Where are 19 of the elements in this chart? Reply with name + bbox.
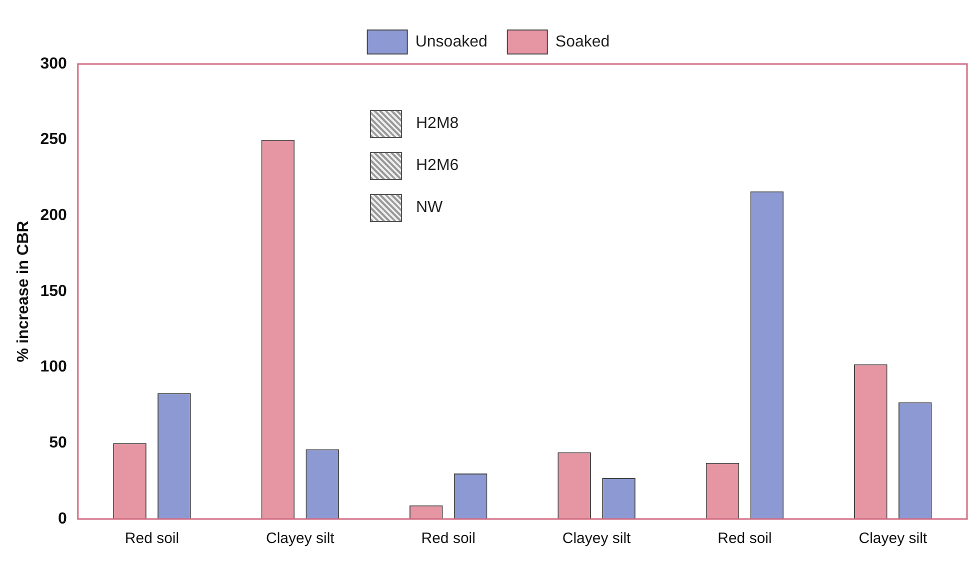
annotation: H2M8: [416, 115, 459, 133]
y-tick-label: 250: [40, 131, 67, 148]
x-tick-label: Red soil: [421, 530, 476, 548]
y-tick-label: 150: [40, 282, 67, 300]
x-tick-label: Clayey silt: [266, 530, 336, 548]
y-tick-label: 200: [40, 207, 67, 224]
y-tick-label: 50: [49, 434, 67, 452]
annotation: NW: [416, 199, 443, 217]
y-axis-title: % increase in CBR: [15, 220, 32, 362]
y-tick-label: 0: [58, 510, 67, 528]
annotation: H2M6: [416, 157, 459, 175]
x-tick-label: Clayey silt: [562, 530, 632, 548]
x-tick-label: Red soil: [124, 530, 180, 548]
x-tick-label: Clayey silt: [858, 530, 928, 548]
legend-label: Unsoaked: [415, 33, 488, 50]
legend-label: Soaked: [555, 33, 610, 50]
y-tick-label: 100: [40, 358, 67, 376]
y-tick-label: 300: [40, 55, 67, 72]
x-tick-label: Red soil: [718, 530, 772, 548]
